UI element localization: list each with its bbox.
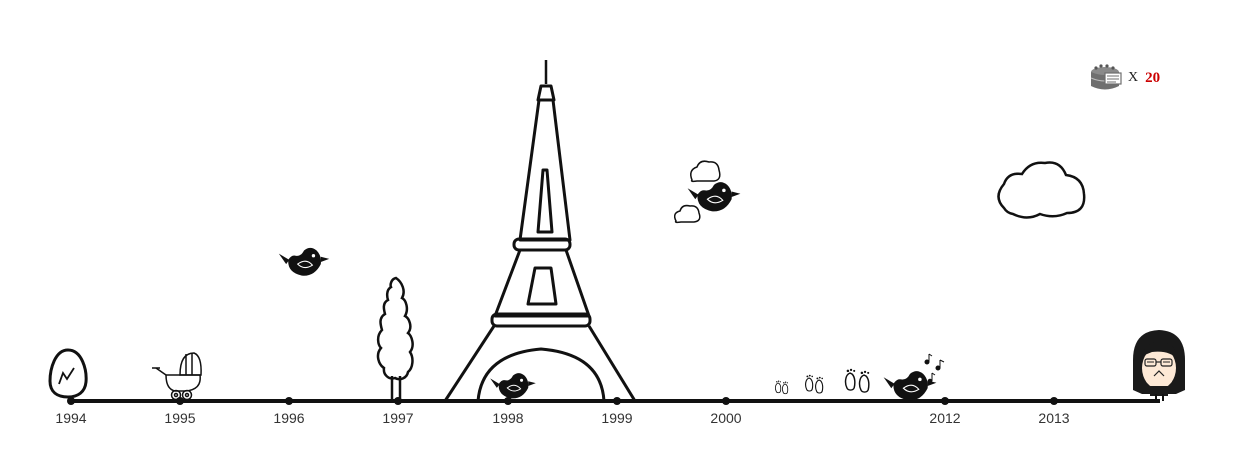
year-label: 1998 bbox=[492, 410, 523, 426]
egg-icon bbox=[48, 348, 88, 399]
timeline-year-marker-1999: 1999 bbox=[601, 397, 633, 426]
stroller-icon bbox=[152, 352, 202, 401]
timeline-year-marker-1997: 1997 bbox=[382, 397, 414, 426]
cake-icon bbox=[1090, 64, 1122, 90]
counter-multiplier: X bbox=[1128, 70, 1139, 85]
year-dot bbox=[504, 397, 512, 405]
cake-counter: X 20 bbox=[1088, 62, 1160, 94]
counter-value: 20 bbox=[1145, 69, 1161, 86]
timeline-year-marker-1994: 1994 bbox=[55, 397, 87, 426]
year-dot bbox=[394, 397, 402, 405]
year-dot bbox=[1050, 397, 1058, 405]
timeline-year-marker-2013: 2013 bbox=[1038, 397, 1070, 426]
year-dot bbox=[176, 397, 184, 405]
year-label: 1996 bbox=[273, 410, 304, 426]
bird-icon bbox=[883, 370, 937, 401]
timeline-year-marker-2000: 2000 bbox=[710, 397, 742, 426]
year-label: 2000 bbox=[710, 410, 741, 426]
eiffel-tower-icon bbox=[443, 60, 637, 402]
timeline-year-marker-1996: 1996 bbox=[273, 397, 305, 426]
timeline-year-marker-1998: 1998 bbox=[492, 397, 524, 426]
avatar bbox=[1133, 330, 1185, 401]
cloud-icon bbox=[997, 161, 1086, 219]
year-dot bbox=[285, 397, 293, 405]
bird-icon bbox=[278, 247, 330, 277]
music-notes-icon bbox=[924, 353, 945, 384]
tree-icon bbox=[376, 276, 414, 400]
year-label: 1999 bbox=[601, 410, 632, 426]
timeline-year-marker-1995: 1995 bbox=[164, 397, 196, 426]
year-dot bbox=[613, 397, 621, 405]
year-label: 2012 bbox=[929, 410, 960, 426]
year-dot bbox=[941, 397, 949, 405]
footprints-icon bbox=[775, 367, 870, 395]
year-dot bbox=[722, 397, 730, 405]
year-label: 1994 bbox=[55, 410, 86, 426]
year-dot bbox=[67, 397, 75, 405]
cloud-icon bbox=[690, 160, 721, 183]
year-label: 1995 bbox=[164, 410, 195, 426]
year-label: 1997 bbox=[382, 410, 413, 426]
bird-icon bbox=[489, 372, 537, 399]
year-label: 2013 bbox=[1038, 410, 1069, 426]
timeline-year-marker-2012: 2012 bbox=[929, 397, 961, 426]
cloud-icon bbox=[673, 204, 701, 224]
